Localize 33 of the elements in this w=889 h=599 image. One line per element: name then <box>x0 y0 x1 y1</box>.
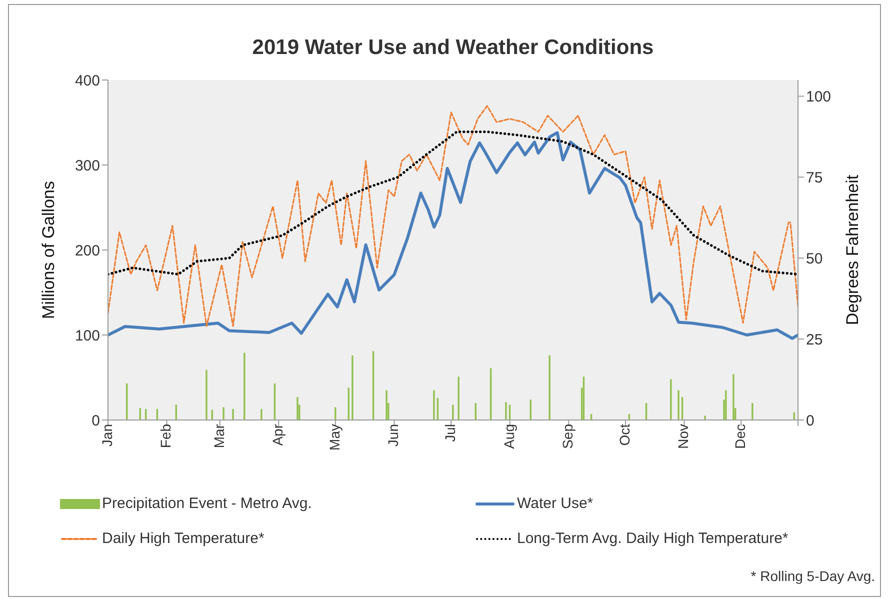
line-series <box>108 131 798 340</box>
legend-label: Long-Term Avg. Daily High Temperature* <box>517 530 788 547</box>
y-tick-label: 200 <box>74 242 100 260</box>
y-tick-label: 400 <box>74 72 100 90</box>
x-tick-label: Sep <box>560 424 576 449</box>
x-tick-label: Jun <box>385 424 402 447</box>
legend-label: Daily High Temperature* <box>102 530 264 547</box>
y2-tick-label: 75 <box>806 169 823 186</box>
x-tick-label: Apr <box>270 424 286 446</box>
x-tick-label: Oct <box>616 424 632 446</box>
y-tick-label: 100 <box>74 327 100 344</box>
line-series <box>108 105 798 327</box>
x-tick-label: Mar <box>210 424 227 448</box>
x-tick-label: Jan <box>98 424 115 447</box>
x-tick-label: Dec <box>732 424 748 449</box>
y2-tick-label: 0 <box>806 412 814 430</box>
y2-axis-title: Degrees Fahrenheit <box>843 174 862 326</box>
y2-tick-label: 100 <box>806 88 832 106</box>
y2-tick-label: 50 <box>806 250 823 268</box>
x-tick-label: Nov <box>675 424 692 449</box>
x-tick-label: Aug <box>500 424 517 449</box>
legend-label: Precipitation Event - Metro Avg. <box>102 495 312 512</box>
chart-title: 2019 Water Use and Weather Conditions <box>251 36 655 60</box>
x-tick-label: May <box>326 424 342 450</box>
x-tick-label: Jul <box>442 424 458 442</box>
x-tick-label: Feb <box>158 424 174 448</box>
line-series <box>108 130 798 276</box>
y-tick-label: 300 <box>74 157 100 174</box>
y2-tick-label: 25 <box>806 331 823 348</box>
text: * Rolling 5-Day Avg. <box>750 568 875 584</box>
y-tick-label: 0 <box>92 412 100 430</box>
y-axis-title: Millions of Gallons <box>39 181 58 319</box>
legend-label: Water Use* <box>517 495 594 512</box>
